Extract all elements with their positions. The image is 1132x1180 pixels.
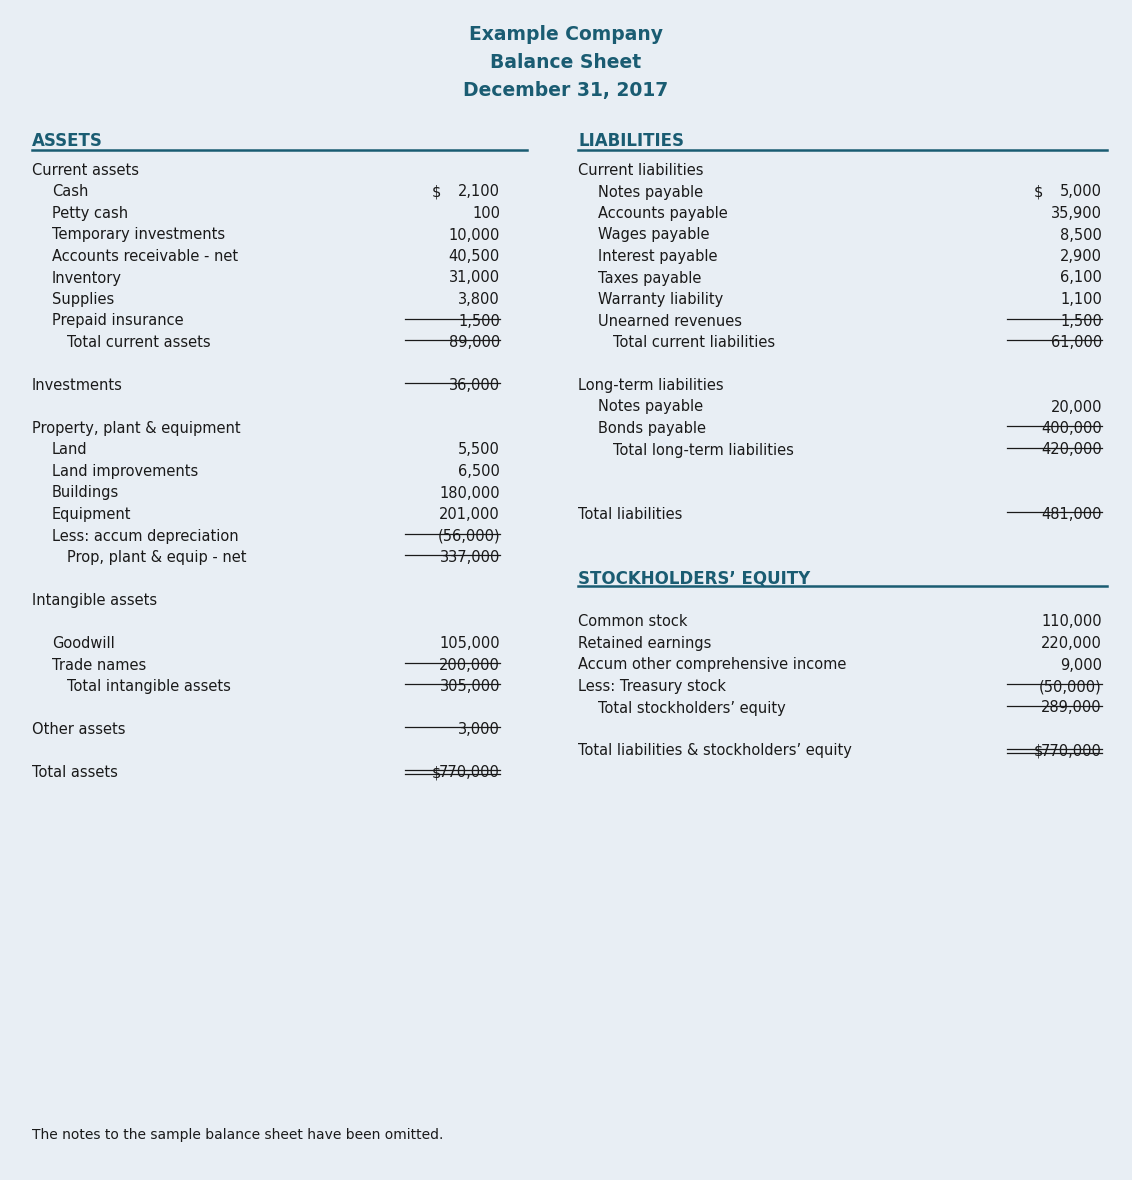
Text: STOCKHOLDERS’ EQUITY: STOCKHOLDERS’ EQUITY	[578, 570, 811, 588]
Text: 105,000: 105,000	[439, 636, 500, 651]
Text: Total current liabilities: Total current liabilities	[614, 335, 775, 350]
Text: 10,000: 10,000	[448, 228, 500, 243]
Text: Land: Land	[52, 442, 87, 458]
Text: Current assets: Current assets	[32, 163, 139, 178]
Text: $: $	[432, 184, 441, 199]
Text: Notes payable: Notes payable	[598, 400, 703, 414]
Text: Petty cash: Petty cash	[52, 206, 128, 221]
Text: 20,000: 20,000	[1050, 400, 1101, 414]
Text: 3,000: 3,000	[458, 722, 500, 738]
Text: Total current assets: Total current assets	[67, 335, 211, 350]
Text: Common stock: Common stock	[578, 615, 687, 629]
Text: 2,900: 2,900	[1060, 249, 1101, 264]
Text: Total intangible assets: Total intangible assets	[67, 678, 231, 694]
Text: 35,900: 35,900	[1050, 206, 1101, 221]
Text: 1,500: 1,500	[458, 314, 500, 328]
Text: 6,100: 6,100	[1061, 270, 1101, 286]
Text: (50,000): (50,000)	[1039, 678, 1101, 694]
Text: Total long-term liabilities: Total long-term liabilities	[614, 442, 794, 458]
Text: Wages payable: Wages payable	[598, 228, 710, 243]
Text: 1,100: 1,100	[1061, 291, 1101, 307]
Text: 200,000: 200,000	[439, 657, 500, 673]
Text: Total assets: Total assets	[32, 765, 118, 780]
Text: LIABILITIES: LIABILITIES	[578, 132, 684, 150]
Text: 9,000: 9,000	[1060, 657, 1101, 673]
Text: Current liabilities: Current liabilities	[578, 163, 703, 178]
Text: Accounts payable: Accounts payable	[598, 206, 728, 221]
Text: 5,000: 5,000	[1060, 184, 1101, 199]
Text: 289,000: 289,000	[1041, 701, 1101, 715]
Text: Temporary investments: Temporary investments	[52, 228, 225, 243]
Text: December 31, 2017: December 31, 2017	[463, 81, 669, 100]
Text: $: $	[432, 765, 441, 780]
Text: 40,500: 40,500	[448, 249, 500, 264]
Text: Taxes payable: Taxes payable	[598, 270, 702, 286]
Text: 770,000: 770,000	[439, 765, 500, 780]
Text: Accounts receivable - net: Accounts receivable - net	[52, 249, 238, 264]
Text: 180,000: 180,000	[439, 485, 500, 500]
Text: Equipment: Equipment	[52, 507, 131, 522]
Text: Cash: Cash	[52, 184, 88, 199]
Text: 1,500: 1,500	[1061, 314, 1101, 328]
Text: Warranty liability: Warranty liability	[598, 291, 723, 307]
Text: 36,000: 36,000	[449, 378, 500, 393]
Text: 420,000: 420,000	[1041, 442, 1101, 458]
Text: Balance Sheet: Balance Sheet	[490, 53, 642, 72]
Text: Goodwill: Goodwill	[52, 636, 114, 651]
Text: 201,000: 201,000	[439, 507, 500, 522]
Text: Inventory: Inventory	[52, 270, 122, 286]
Text: 481,000: 481,000	[1041, 507, 1101, 522]
Text: Accum other comprehensive income: Accum other comprehensive income	[578, 657, 847, 673]
Text: 305,000: 305,000	[439, 678, 500, 694]
Text: Less: Treasury stock: Less: Treasury stock	[578, 678, 726, 694]
Text: Investments: Investments	[32, 378, 123, 393]
Text: Interest payable: Interest payable	[598, 249, 718, 264]
Text: (56,000): (56,000)	[437, 529, 500, 544]
Text: Land improvements: Land improvements	[52, 464, 198, 479]
Text: Total stockholders’ equity: Total stockholders’ equity	[598, 701, 786, 715]
Text: Total liabilities & stockholders’ equity: Total liabilities & stockholders’ equity	[578, 743, 852, 759]
Text: 110,000: 110,000	[1041, 615, 1101, 629]
Text: Retained earnings: Retained earnings	[578, 636, 711, 651]
Text: 770,000: 770,000	[1041, 743, 1101, 759]
Text: $: $	[1034, 743, 1044, 759]
Text: 220,000: 220,000	[1041, 636, 1101, 651]
Text: ASSETS: ASSETS	[32, 132, 103, 150]
Text: 8,500: 8,500	[1061, 228, 1101, 243]
Text: Notes payable: Notes payable	[598, 184, 703, 199]
Text: Trade names: Trade names	[52, 657, 146, 673]
Text: Total liabilities: Total liabilities	[578, 507, 683, 522]
Text: Other assets: Other assets	[32, 722, 126, 738]
Text: Property, plant & equipment: Property, plant & equipment	[32, 421, 241, 435]
Text: Buildings: Buildings	[52, 485, 119, 500]
Text: 3,800: 3,800	[458, 291, 500, 307]
Text: Example Company: Example Company	[469, 25, 663, 44]
Text: Intangible assets: Intangible assets	[32, 594, 157, 608]
Text: 5,500: 5,500	[458, 442, 500, 458]
Text: Supplies: Supplies	[52, 291, 114, 307]
Text: Prop, plant & equip - net: Prop, plant & equip - net	[67, 550, 247, 565]
Text: Unearned revenues: Unearned revenues	[598, 314, 741, 328]
Text: 89,000: 89,000	[448, 335, 500, 350]
Text: 100: 100	[472, 206, 500, 221]
Text: Less: accum depreciation: Less: accum depreciation	[52, 529, 239, 544]
Text: 61,000: 61,000	[1050, 335, 1101, 350]
Text: Bonds payable: Bonds payable	[598, 421, 706, 435]
Text: 2,100: 2,100	[458, 184, 500, 199]
Text: Prepaid insurance: Prepaid insurance	[52, 314, 183, 328]
Text: $: $	[1034, 184, 1044, 199]
Text: 400,000: 400,000	[1041, 421, 1101, 435]
Text: Long-term liabilities: Long-term liabilities	[578, 378, 723, 393]
Text: 337,000: 337,000	[439, 550, 500, 565]
Text: 31,000: 31,000	[449, 270, 500, 286]
Text: The notes to the sample balance sheet have been omitted.: The notes to the sample balance sheet ha…	[32, 1128, 444, 1142]
Text: 6,500: 6,500	[458, 464, 500, 479]
